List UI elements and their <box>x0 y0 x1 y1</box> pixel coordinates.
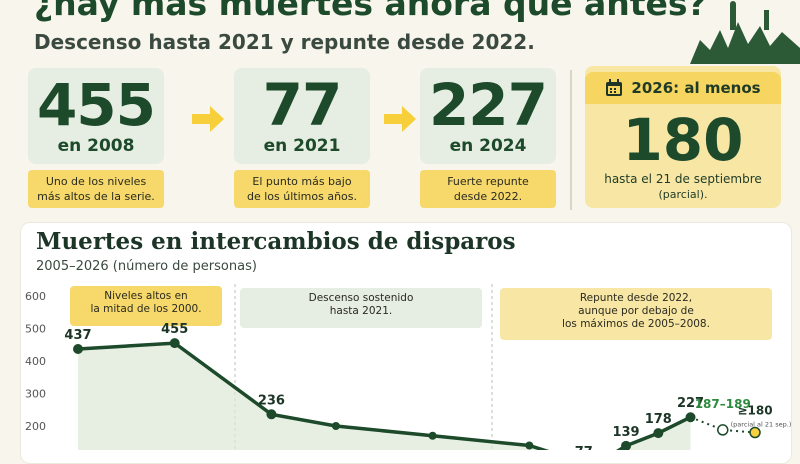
annotation-box <box>240 288 482 328</box>
arrow-right-icon <box>192 106 224 132</box>
data-point <box>525 441 534 450</box>
page-subtitle: Descenso hasta 2021 y repunte desde 2022… <box>34 30 535 54</box>
card-2026-value: 180 <box>622 106 744 174</box>
stat-year: en 2024 <box>449 136 527 156</box>
note-line: más altos de la serie. <box>37 190 155 203</box>
y-tick-label: 500 <box>25 323 46 336</box>
stat-note-2008: Uno de los niveles más altos de la serie… <box>28 170 164 208</box>
data-label: 236 <box>258 393 285 408</box>
data-label: 139 <box>612 425 639 440</box>
data-point <box>653 428 664 439</box>
data-label: 227 <box>677 396 704 411</box>
note-line: Fuerte repunte <box>447 175 529 188</box>
annotation-box <box>70 286 222 326</box>
note-line: de los últimos años. <box>247 190 357 203</box>
y-tick-label: 400 <box>25 355 46 368</box>
stat-card-2021: 77 en 2021 <box>234 68 370 164</box>
data-label: 187–189 <box>695 397 751 411</box>
section-divider <box>570 70 572 210</box>
stat-value: 77 <box>262 71 343 139</box>
stat-value: 455 <box>36 71 156 139</box>
chart-title: Muertes en intercambios de disparos <box>36 228 516 255</box>
stat-card-2008: 455 en 2008 <box>28 68 164 164</box>
data-point <box>169 338 180 349</box>
projection-point <box>749 426 761 439</box>
data-point <box>428 431 437 440</box>
data-point <box>621 440 632 450</box>
arrow-right-icon <box>384 106 416 132</box>
data-point <box>73 343 83 354</box>
data-label: 455 <box>161 322 188 337</box>
chart-subtitle: 2005–2026 (número de personas) <box>36 259 257 274</box>
projection-point <box>717 424 729 436</box>
annotation-text: los máximos de 2005–2008. <box>562 318 710 330</box>
y-tick-label: 300 <box>25 388 46 401</box>
note-line: Uno de los niveles <box>45 175 147 188</box>
data-point <box>331 422 340 430</box>
calendar-icon <box>606 79 623 96</box>
data-label: 437 <box>64 328 91 343</box>
card-2026-line2: (parcial). <box>658 188 708 201</box>
card-2026: 2026: al menos 180 hasta el 21 de septie… <box>585 66 781 208</box>
annotation-text: la mitad de los 2000. <box>90 303 201 315</box>
annotation-text: Descenso sostenido <box>309 292 414 304</box>
note-line: El punto más bajo <box>252 175 352 188</box>
card-2026-line1: hasta el 21 de septiembre <box>604 172 762 186</box>
data-note: (parcial al 21 sep.) <box>731 421 792 429</box>
city-skyline-illustration <box>690 1 800 64</box>
stat-year: en 2008 <box>57 136 135 156</box>
card-2026-header: 2026: al menos <box>585 72 781 104</box>
annotation-text: hasta 2021. <box>330 305 393 317</box>
page-title: ¿hay más muertes ahora que antes? <box>34 0 707 23</box>
annotation-box <box>500 288 772 340</box>
data-label: 178 <box>645 412 672 427</box>
series-line <box>77 341 692 450</box>
annotation-text: aunque por debajo de <box>578 305 694 317</box>
stat-year: en 2021 <box>263 136 341 156</box>
stat-value: 227 <box>428 71 548 139</box>
note-line: desde 2022. <box>453 190 523 203</box>
annotation-text: Niveles altos en <box>104 290 187 302</box>
annotation-text: Repunte desde 2022, <box>580 292 692 304</box>
stat-note-2021: El punto más bajo de los últimos años. <box>234 170 370 208</box>
y-tick-label: 600 <box>25 290 46 303</box>
stat-card-2024: 227 en 2024 <box>420 68 556 164</box>
stat-note-2024: Fuerte repunte desde 2022. <box>420 170 556 208</box>
card-2026-head-text: 2026: al menos <box>631 79 761 97</box>
data-label: ≥180 <box>737 404 772 418</box>
data-label: 77 <box>575 445 593 450</box>
y-tick-label: 200 <box>25 420 46 433</box>
area-fill <box>78 343 691 450</box>
data-point <box>266 409 277 420</box>
data-point <box>685 412 696 423</box>
